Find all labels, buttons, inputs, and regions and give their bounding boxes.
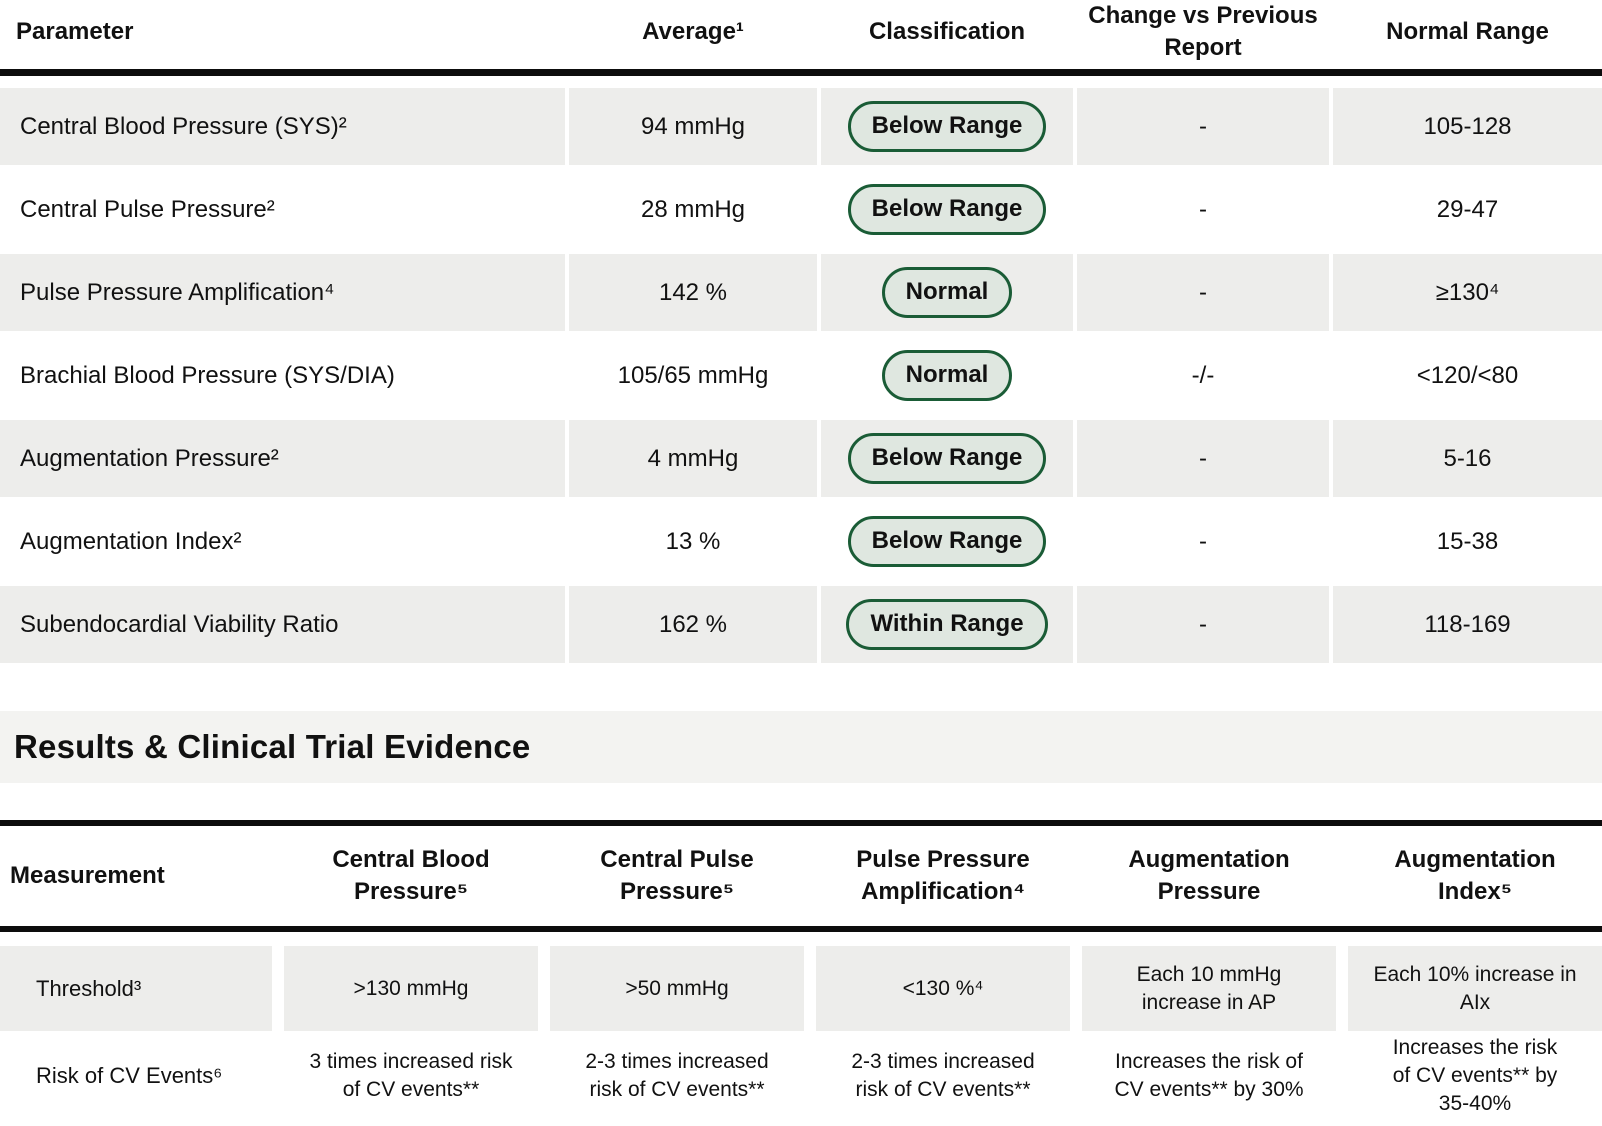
normal-range-value: 105-128 bbox=[1333, 88, 1602, 165]
change-value: -/- bbox=[1191, 361, 1215, 389]
classification-badge: Normal bbox=[881, 350, 1013, 401]
classification-badge: Below Range bbox=[847, 516, 1047, 567]
classification-cell: Within Range bbox=[821, 586, 1073, 663]
parameter-name: Pulse Pressure Amplification⁴ bbox=[0, 254, 565, 331]
classification-badge: Below Range bbox=[847, 184, 1047, 235]
risk-aix: Increases the risk of CV events** by 35-… bbox=[1392, 1036, 1558, 1115]
header-measurement: Measurement bbox=[10, 861, 165, 889]
results-table-header-row: Parameter Average¹ Classification Change… bbox=[0, 0, 1602, 64]
change-value: - bbox=[1199, 527, 1207, 555]
header-pulse-pressure-amplification: Pulse Pressure Amplification⁴ bbox=[856, 845, 1030, 905]
change-value: - bbox=[1199, 195, 1207, 223]
average-value: 142 % bbox=[569, 254, 817, 331]
results-table: Parameter Average¹ Classification Change… bbox=[0, 0, 1602, 663]
parameter-name: Central Pulse Pressure² bbox=[20, 195, 275, 223]
average-value: 13 % bbox=[665, 527, 721, 555]
threshold-cpp: >50 mmHg bbox=[550, 946, 804, 1031]
header-central-pulse-pressure: Central Pulse Pressure⁵ bbox=[600, 845, 754, 905]
table-row: Brachial Blood Pressure (SYS/DIA) 105/65… bbox=[0, 337, 1602, 414]
header-augmentation-index: Augmentation Index⁵ bbox=[1394, 845, 1556, 905]
normal-range-value: <120/<80 bbox=[1416, 361, 1519, 389]
section-band: Results & Clinical Trial Evidence bbox=[0, 711, 1602, 783]
average-value: 94 mmHg bbox=[569, 88, 817, 165]
classification-cell: Below Range bbox=[821, 88, 1073, 165]
change-value: - bbox=[1077, 88, 1329, 165]
section-title: Results & Clinical Trial Evidence bbox=[14, 728, 531, 765]
parameter-name: Brachial Blood Pressure (SYS/DIA) bbox=[20, 361, 395, 389]
table-row: Subendocardial Viability Ratio 162 % Wit… bbox=[0, 586, 1602, 663]
normal-range-value: 5-16 bbox=[1333, 420, 1602, 497]
table-row: Augmentation Pressure² 4 mmHg Below Rang… bbox=[0, 420, 1602, 497]
classification-cell: Normal bbox=[821, 254, 1073, 331]
evidence-header-divider-rule bbox=[0, 926, 1602, 932]
table-row: Threshold³ >130 mmHg >50 mmHg <130 %⁴ Ea… bbox=[0, 946, 1602, 1031]
normal-range-value: 118-169 bbox=[1333, 586, 1602, 663]
change-value: - bbox=[1077, 254, 1329, 331]
average-value: 28 mmHg bbox=[640, 195, 746, 223]
threshold-cbp: >130 mmHg bbox=[284, 946, 538, 1031]
average-value: 105/65 mmHg bbox=[617, 361, 769, 389]
evidence-table-top-rule bbox=[0, 820, 1602, 826]
change-value: - bbox=[1077, 586, 1329, 663]
average-value: 4 mmHg bbox=[569, 420, 817, 497]
header-average: Average¹ bbox=[642, 18, 744, 46]
average-value: 162 % bbox=[569, 586, 817, 663]
risk-cbp: 3 times increased risk of CV events** bbox=[309, 1050, 513, 1101]
classification-cell: Below Range bbox=[821, 503, 1073, 580]
classification-cell: Below Range bbox=[821, 420, 1073, 497]
parameter-name: Augmentation Index² bbox=[20, 527, 242, 555]
row-label: Threshold³ bbox=[0, 946, 272, 1031]
header-normal-range: Normal Range bbox=[1386, 18, 1549, 46]
threshold-ppa: <130 %⁴ bbox=[816, 946, 1070, 1031]
classification-cell: Below Range bbox=[821, 171, 1073, 248]
header-parameter: Parameter bbox=[16, 18, 134, 46]
table-row: Central Pulse Pressure² 28 mmHg Below Ra… bbox=[0, 171, 1602, 248]
risk-ap: Increases the risk of CV events** by 30% bbox=[1114, 1050, 1304, 1101]
threshold-ap: Each 10 mmHg increase in AP bbox=[1082, 946, 1336, 1031]
threshold-aix: Each 10% increase in AIx bbox=[1348, 946, 1602, 1031]
header-central-blood-pressure: Central Blood Pressure⁵ bbox=[332, 845, 490, 905]
header-divider-rule bbox=[0, 69, 1602, 76]
row-label: Risk of CV Events⁶ bbox=[36, 1063, 223, 1089]
classification-badge: Below Range bbox=[847, 101, 1047, 152]
classification-cell: Normal bbox=[821, 337, 1073, 414]
normal-range-value: ≥130⁴ bbox=[1333, 254, 1602, 331]
evidence-table-header-row: Measurement Central Blood Pressure⁵ Cent… bbox=[0, 826, 1602, 926]
risk-cpp: 2-3 times increased risk of CV events** bbox=[585, 1050, 769, 1101]
header-change-vs-previous: Change vs Previous Report bbox=[1088, 2, 1318, 61]
normal-range-value: 29-47 bbox=[1436, 195, 1499, 223]
parameter-name: Augmentation Pressure² bbox=[0, 420, 565, 497]
header-classification: Classification bbox=[868, 18, 1026, 46]
classification-badge: Below Range bbox=[847, 433, 1047, 484]
table-row: Pulse Pressure Amplification⁴ 142 % Norm… bbox=[0, 254, 1602, 331]
classification-badge: Within Range bbox=[846, 599, 1048, 650]
parameter-name: Central Blood Pressure (SYS)² bbox=[0, 88, 565, 165]
evidence-table: Measurement Central Blood Pressure⁵ Cent… bbox=[0, 820, 1602, 1121]
table-row: Augmentation Index² 13 % Below Range - 1… bbox=[0, 503, 1602, 580]
header-augmentation-pressure: Augmentation Pressure bbox=[1128, 845, 1290, 905]
classification-badge: Normal bbox=[881, 267, 1013, 318]
change-value: - bbox=[1077, 420, 1329, 497]
table-row: Risk of CV Events⁶ 3 times increased ris… bbox=[0, 1031, 1602, 1121]
table-row: Central Blood Pressure (SYS)² 94 mmHg Be… bbox=[0, 88, 1602, 165]
parameter-name: Subendocardial Viability Ratio bbox=[0, 586, 565, 663]
risk-ppa: 2-3 times increased risk of CV events** bbox=[851, 1050, 1035, 1101]
normal-range-value: 15-38 bbox=[1436, 527, 1499, 555]
